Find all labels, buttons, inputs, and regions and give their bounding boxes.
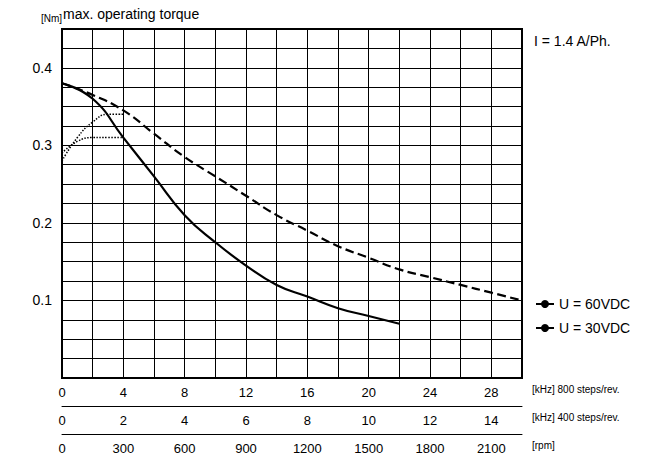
svg-text:1800: 1800 <box>416 441 445 456</box>
svg-text:14: 14 <box>484 413 498 428</box>
svg-text:[kHz] 800 steps/rev.: [kHz] 800 steps/rev. <box>532 384 620 395</box>
svg-text:10: 10 <box>361 413 375 428</box>
svg-text:1500: 1500 <box>354 441 383 456</box>
svg-text:4: 4 <box>120 385 127 400</box>
svg-text:8: 8 <box>304 413 311 428</box>
svg-text:1200: 1200 <box>293 441 322 456</box>
svg-text:0.1: 0.1 <box>33 292 53 308</box>
svg-text:max. operating torque: max. operating torque <box>63 6 199 22</box>
svg-text:0.4: 0.4 <box>33 60 53 76</box>
svg-text:0.3: 0.3 <box>33 137 53 153</box>
svg-text:I = 1.4 A/Ph.: I = 1.4 A/Ph. <box>534 33 611 49</box>
svg-text:U = 30VDC: U = 30VDC <box>559 320 630 336</box>
svg-text:[rpm]: [rpm] <box>532 440 555 451</box>
svg-text:0: 0 <box>58 385 65 400</box>
svg-text:2: 2 <box>120 413 127 428</box>
svg-text:0: 0 <box>58 413 65 428</box>
svg-text:0.2: 0.2 <box>33 215 53 231</box>
svg-text:12: 12 <box>239 385 253 400</box>
svg-text:U = 60VDC: U = 60VDC <box>559 296 630 312</box>
svg-text:2100: 2100 <box>477 441 506 456</box>
svg-text:900: 900 <box>235 441 257 456</box>
svg-text:20: 20 <box>361 385 375 400</box>
svg-text:300: 300 <box>112 441 134 456</box>
svg-text:600: 600 <box>174 441 196 456</box>
svg-text:12: 12 <box>423 413 437 428</box>
svg-text:8: 8 <box>181 385 188 400</box>
svg-text:6: 6 <box>242 413 249 428</box>
svg-text:[Nm]: [Nm] <box>41 13 62 24</box>
svg-text:24: 24 <box>423 385 437 400</box>
svg-text:16: 16 <box>300 385 314 400</box>
svg-text:28: 28 <box>484 385 498 400</box>
svg-text:4: 4 <box>181 413 188 428</box>
svg-text:0: 0 <box>58 441 65 456</box>
svg-text:[kHz] 400 steps/rev.: [kHz] 400 steps/rev. <box>532 412 620 423</box>
